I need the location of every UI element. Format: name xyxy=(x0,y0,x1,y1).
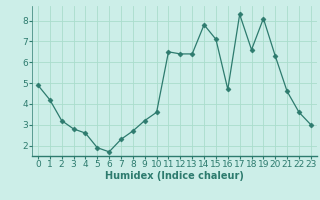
X-axis label: Humidex (Indice chaleur): Humidex (Indice chaleur) xyxy=(105,171,244,181)
